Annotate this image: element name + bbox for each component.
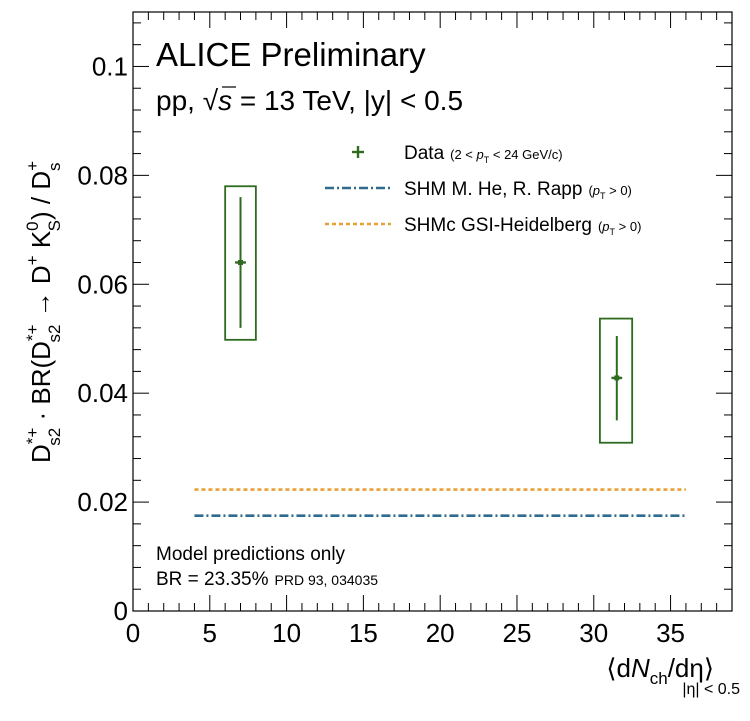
- legend-entry-data: Data (2 < pT < 24 GeV/c): [404, 143, 563, 165]
- x-tick-label: 5: [203, 618, 217, 648]
- y-axis-label: D*+ s2 · BR(D*+ s2 → D+ K0 S) / D+ s: [23, 161, 64, 463]
- data-syst-box: [599, 317, 634, 444]
- data-point: [614, 375, 620, 381]
- model-lines: [194, 488, 686, 518]
- br-note: BR = 23.35% PRD 93, 034035: [156, 569, 378, 590]
- legend-marker-data: [352, 146, 364, 158]
- y-tick-label: 0.1: [92, 51, 128, 81]
- x-tick-label: 0: [126, 618, 140, 648]
- x-axis-label: ⟨dNch/dη⟩: [606, 653, 714, 688]
- data-points: [224, 185, 634, 444]
- chart-subtitle: pp, √s = 13 TeV, |y| < 0.5: [156, 85, 463, 116]
- y-tick-label: 0: [114, 596, 128, 626]
- model-note: Model predictions only: [156, 544, 346, 565]
- tick-labels: 0 5 10 15 20 25 30 35 0 0.02 0.04 0.06 0.08 0.1: [77, 51, 685, 648]
- x-tick-label: 25: [503, 618, 532, 648]
- data-syst-box: [224, 185, 257, 341]
- chart-title: ALICE Preliminary: [156, 36, 426, 73]
- axis-ticks: [132, 12, 733, 612]
- x-tick-label: 35: [656, 618, 685, 648]
- y-tick-label: 0.06: [77, 269, 128, 299]
- legend-entry-shm: SHM M. He, R. Rapp (pT > 0): [404, 179, 632, 201]
- x-axis-range-label: |η| < 0.5: [682, 681, 740, 698]
- plot-frame: [132, 11, 733, 612]
- x-tick-label: 15: [349, 618, 378, 648]
- x-tick-label: 10: [272, 618, 301, 648]
- legend: Data (2 < pT < 24 GeV/c) SHM M. He, R. Ra…: [325, 143, 641, 237]
- legend-entry-shmc: SHMc GSI-Heidelberg (pT > 0): [404, 215, 641, 237]
- y-tick-label: 0.04: [77, 378, 128, 408]
- y-tick-label: 0.02: [77, 487, 128, 517]
- x-tick-label: 20: [426, 618, 455, 648]
- y-tick-label: 0.08: [77, 160, 128, 190]
- data-point: [238, 259, 244, 265]
- x-tick-label: 30: [579, 618, 608, 648]
